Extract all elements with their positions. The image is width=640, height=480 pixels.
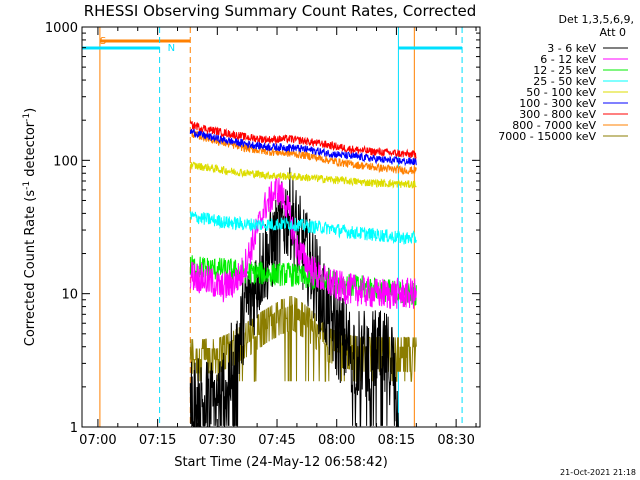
night-marker-label: N bbox=[168, 43, 175, 54]
plot-frame bbox=[81, 26, 481, 428]
y-axis-label-sup-2: -1 bbox=[22, 113, 32, 122]
legend-label: 3 - 6 keV bbox=[547, 42, 596, 55]
x-tick-label: 07:00 bbox=[79, 433, 116, 448]
y-tick-label: 100 bbox=[53, 154, 78, 169]
series-line-6-12-keV bbox=[189, 176, 417, 310]
x-tick-label: 08:15 bbox=[378, 433, 415, 448]
legend-label: 800 - 7000 keV bbox=[512, 119, 596, 132]
x-axis: 07:00 07:15 07:30 07:45 08:00 08:15 08:30 bbox=[79, 27, 477, 448]
y-axis: 1 10 100 1000 bbox=[45, 21, 480, 436]
legend-label: 12 - 25 keV bbox=[533, 64, 596, 77]
legend-header-line-2: Att 0 bbox=[600, 26, 626, 39]
series-line-25-50-keV bbox=[189, 211, 417, 245]
series-line-300-800-keV bbox=[189, 119, 417, 160]
series-layer bbox=[189, 119, 417, 428]
legend-label: 300 - 800 keV bbox=[519, 108, 596, 121]
x-tick-label: 07:30 bbox=[199, 433, 236, 448]
footer-date: 21-Oct-2021 21:18 bbox=[560, 468, 636, 477]
y-axis-label: Corrected Count Rate (s-1 detector-1) bbox=[22, 108, 38, 346]
x-tick-label: 07:45 bbox=[258, 433, 295, 448]
series-line-100-300-keV bbox=[189, 128, 417, 167]
series-line-3-6-keV bbox=[189, 167, 399, 428]
y-tick-label: 1 bbox=[70, 421, 78, 436]
x-tick-label: 08:00 bbox=[318, 433, 355, 448]
legend-label: 50 - 100 keV bbox=[526, 86, 596, 99]
legend-label: 7000 - 15000 keV bbox=[498, 130, 596, 143]
saa-marker-label: S bbox=[100, 36, 106, 47]
legend-label: 25 - 50 keV bbox=[533, 75, 596, 88]
x-tick-label: 07:15 bbox=[139, 433, 176, 448]
legend-header-line-1: Det 1,3,5,6,9, bbox=[558, 13, 634, 26]
y-axis-label-sup-1: -1 bbox=[22, 181, 32, 190]
y-tick-label: 10 bbox=[61, 288, 78, 303]
series-line-50-100-keV bbox=[189, 161, 417, 189]
x-tick-label: 08:30 bbox=[437, 433, 474, 448]
y-tick-label: 1000 bbox=[45, 21, 78, 36]
y-axis-label-mid: detector bbox=[23, 121, 38, 181]
legend-label: 6 - 12 keV bbox=[540, 53, 596, 66]
y-axis-label-main: Corrected Count Rate (s bbox=[23, 190, 38, 347]
legend-header: Det 1,3,5,6,9, Att 0 bbox=[558, 13, 634, 39]
y-axis-label-end: ) bbox=[23, 108, 38, 113]
x-axis-label: Start Time (24-May-12 06:58:42) bbox=[174, 455, 388, 470]
chart-title: RHESSI Observing Summary Count Rates, Co… bbox=[84, 2, 477, 20]
legend-label: 100 - 300 keV bbox=[519, 97, 596, 110]
